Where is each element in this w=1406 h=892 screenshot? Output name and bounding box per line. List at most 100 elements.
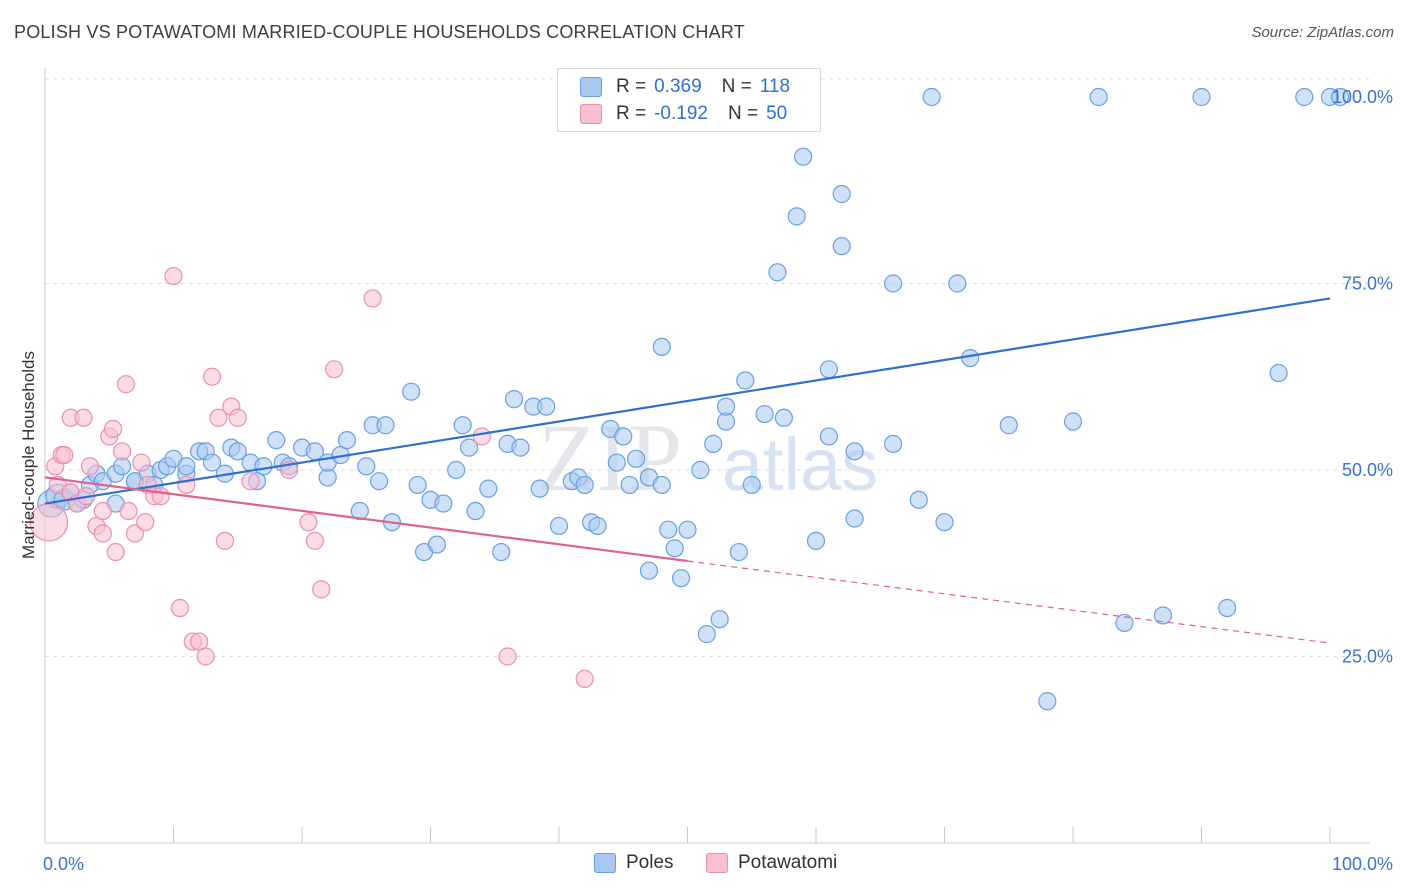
potawatomi-point (305, 531, 324, 550)
potawatomi-point (55, 445, 74, 465)
poles-point (337, 431, 357, 450)
poles-point (639, 561, 659, 580)
legend-row-potawatomi: R = -0.192 N = 50 (580, 102, 787, 126)
potawatomi-trend-extension (687, 560, 1331, 644)
poles-point (704, 434, 723, 453)
poles-point (883, 274, 903, 293)
poles-point (530, 479, 549, 498)
watermark-atlas: atlas (722, 423, 878, 506)
poles-point (228, 442, 247, 461)
potawatomi-legend-swatch (706, 853, 728, 873)
potawatomi-trend-line (44, 476, 688, 563)
poles-point (845, 509, 864, 528)
y-axis-label: Married-couple Households (19, 351, 38, 559)
poles-legend-label: Poles (626, 852, 674, 873)
poles-point (537, 397, 556, 416)
poles-point (350, 501, 369, 521)
poles-point (427, 535, 447, 554)
poles-point (1038, 692, 1057, 711)
poles-point (729, 542, 749, 562)
poles-point (370, 472, 389, 491)
potawatomi-point (93, 524, 112, 543)
potawatomi-swatch (580, 104, 602, 124)
r-label: R = (616, 103, 647, 124)
potawatomi-point (80, 457, 100, 476)
poles-point (1295, 87, 1314, 107)
poles-point (671, 569, 691, 588)
poles-point (755, 404, 774, 424)
potawatomi-point (575, 669, 594, 688)
poles-point (652, 337, 671, 357)
potawatomi-point (132, 453, 151, 472)
poles-point (626, 449, 646, 468)
potawatomi-legend-label: Potawatomi (738, 852, 838, 873)
poles-point (787, 207, 806, 226)
poles-point (1218, 598, 1237, 618)
r-value: 0.369 (654, 76, 702, 97)
poles-swatch (580, 77, 602, 97)
poles-point (575, 475, 594, 495)
poles-trend-line (44, 297, 1331, 505)
poles-point (697, 625, 716, 644)
poles-point (511, 438, 530, 457)
poles-point (1115, 613, 1134, 633)
n-value: 50 (766, 103, 788, 124)
potawatomi-point (363, 289, 382, 308)
poles-point (459, 438, 479, 457)
potawatomi-point (164, 266, 183, 286)
poles-point (819, 360, 838, 379)
potawatomi-point (136, 513, 155, 532)
poles-point (883, 434, 903, 453)
n-label: N = (721, 76, 752, 97)
poles-point (177, 457, 196, 476)
poles-point (652, 475, 671, 495)
potawatomi-point (125, 524, 145, 543)
tick-labels: 25.0% 50.0% 75.0% 100.0% 0.0% 100.0% (43, 87, 1393, 874)
y-tick-label: 100.0% (1332, 87, 1393, 107)
poles-point (434, 494, 453, 513)
poles-point (806, 531, 826, 550)
bottom-legend-poles[interactable]: Poles (594, 852, 674, 874)
poles-point (832, 237, 851, 256)
poles-point (845, 442, 864, 461)
poles-point (620, 475, 639, 495)
poles-point (948, 274, 967, 293)
trend-lines (44, 297, 1331, 644)
poles-point (267, 431, 286, 450)
x-tick-label: 100.0% (1332, 854, 1393, 874)
poles-point (678, 520, 697, 539)
poles-point (768, 263, 787, 282)
poles-point (549, 516, 569, 536)
poles-point (819, 427, 838, 446)
poles-point (492, 542, 511, 562)
poles-point (466, 501, 485, 521)
potawatomi-point (299, 513, 318, 532)
poles-point (774, 408, 793, 427)
grid-lines (45, 78, 1370, 657)
n-value: 118 (759, 76, 791, 97)
potawatomi-point (498, 647, 517, 666)
poles-point (614, 427, 633, 446)
poles-point (453, 416, 472, 435)
bottom-legend-potawatomi[interactable]: Potawatomi (706, 852, 837, 874)
potawatomi-point (170, 598, 190, 618)
potawatomi-point (202, 367, 222, 386)
potawatomi-point (196, 647, 215, 666)
potawatomi-point (106, 542, 125, 562)
poles-point (1153, 606, 1173, 625)
poles-point (402, 382, 421, 401)
legend-row-poles: R = 0.369 N = 118 (580, 75, 790, 99)
potawatomi-point (151, 487, 170, 506)
potawatomi-point (325, 360, 344, 379)
poles-point (832, 184, 851, 204)
poles-point (736, 371, 755, 390)
poles-point (202, 453, 222, 472)
poles-point (588, 516, 607, 536)
poles-point (1192, 87, 1211, 107)
r-label: R = (616, 76, 647, 97)
poles-point (504, 390, 524, 409)
poles-point (408, 475, 427, 495)
r-value: -0.192 (654, 103, 708, 124)
y-tick-label: 75.0% (1342, 274, 1393, 294)
